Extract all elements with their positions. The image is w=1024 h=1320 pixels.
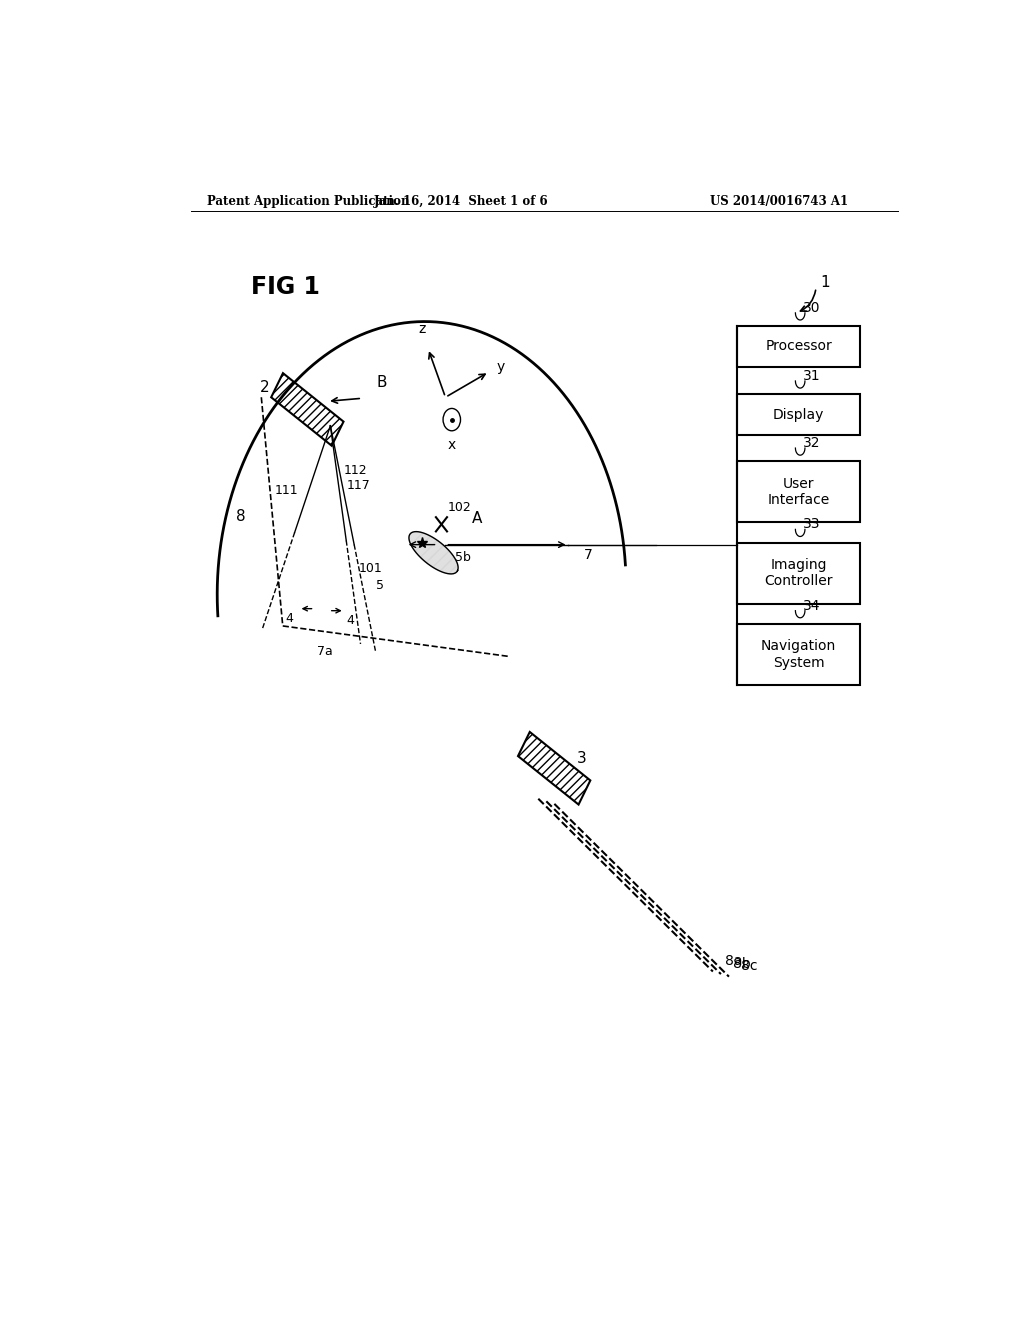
Text: Processor: Processor [765, 339, 831, 354]
Text: 5: 5 [376, 578, 384, 591]
Text: FIG 1: FIG 1 [251, 276, 319, 300]
Text: User
Interface: User Interface [767, 477, 829, 507]
Text: US 2014/0016743 A1: US 2014/0016743 A1 [710, 195, 848, 209]
Text: 33: 33 [803, 517, 820, 532]
Bar [518, 731, 591, 805]
Text: 111: 111 [275, 484, 299, 498]
Text: 2: 2 [260, 380, 269, 395]
Bar [737, 624, 860, 685]
Text: 7a: 7a [316, 645, 333, 657]
Text: 8a: 8a [725, 954, 742, 969]
Text: 7: 7 [585, 548, 593, 562]
Polygon shape [409, 532, 458, 574]
Text: Jan. 16, 2014  Sheet 1 of 6: Jan. 16, 2014 Sheet 1 of 6 [374, 195, 549, 209]
Text: 112: 112 [344, 463, 368, 477]
Text: B: B [377, 375, 387, 391]
Text: 34: 34 [803, 598, 820, 612]
Text: 8: 8 [236, 508, 246, 524]
Text: Patent Application Publication: Patent Application Publication [207, 195, 410, 209]
Text: y: y [497, 360, 505, 374]
Text: 31: 31 [803, 368, 820, 383]
Bar [271, 374, 343, 446]
Text: 1: 1 [820, 275, 829, 290]
Text: 101: 101 [358, 561, 382, 574]
Text: A: A [472, 511, 482, 527]
Bar [737, 543, 860, 603]
Text: 117: 117 [346, 479, 370, 492]
Bar [737, 395, 860, 434]
Text: 5b: 5b [455, 552, 471, 565]
Text: 4: 4 [346, 614, 354, 627]
Text: Display: Display [773, 408, 824, 421]
Text: 4: 4 [286, 612, 293, 626]
Text: 8b: 8b [733, 957, 751, 972]
Text: Imaging
Controller: Imaging Controller [764, 558, 833, 589]
Text: x: x [447, 438, 456, 451]
Text: 30: 30 [803, 301, 820, 314]
Text: 8c: 8c [740, 960, 758, 973]
Bar [737, 461, 860, 523]
Text: 3: 3 [578, 751, 587, 766]
Bar [737, 326, 860, 367]
Text: 102: 102 [447, 502, 472, 515]
Text: 32: 32 [803, 436, 820, 450]
Text: Navigation
System: Navigation System [761, 639, 837, 669]
Text: z: z [418, 322, 425, 337]
